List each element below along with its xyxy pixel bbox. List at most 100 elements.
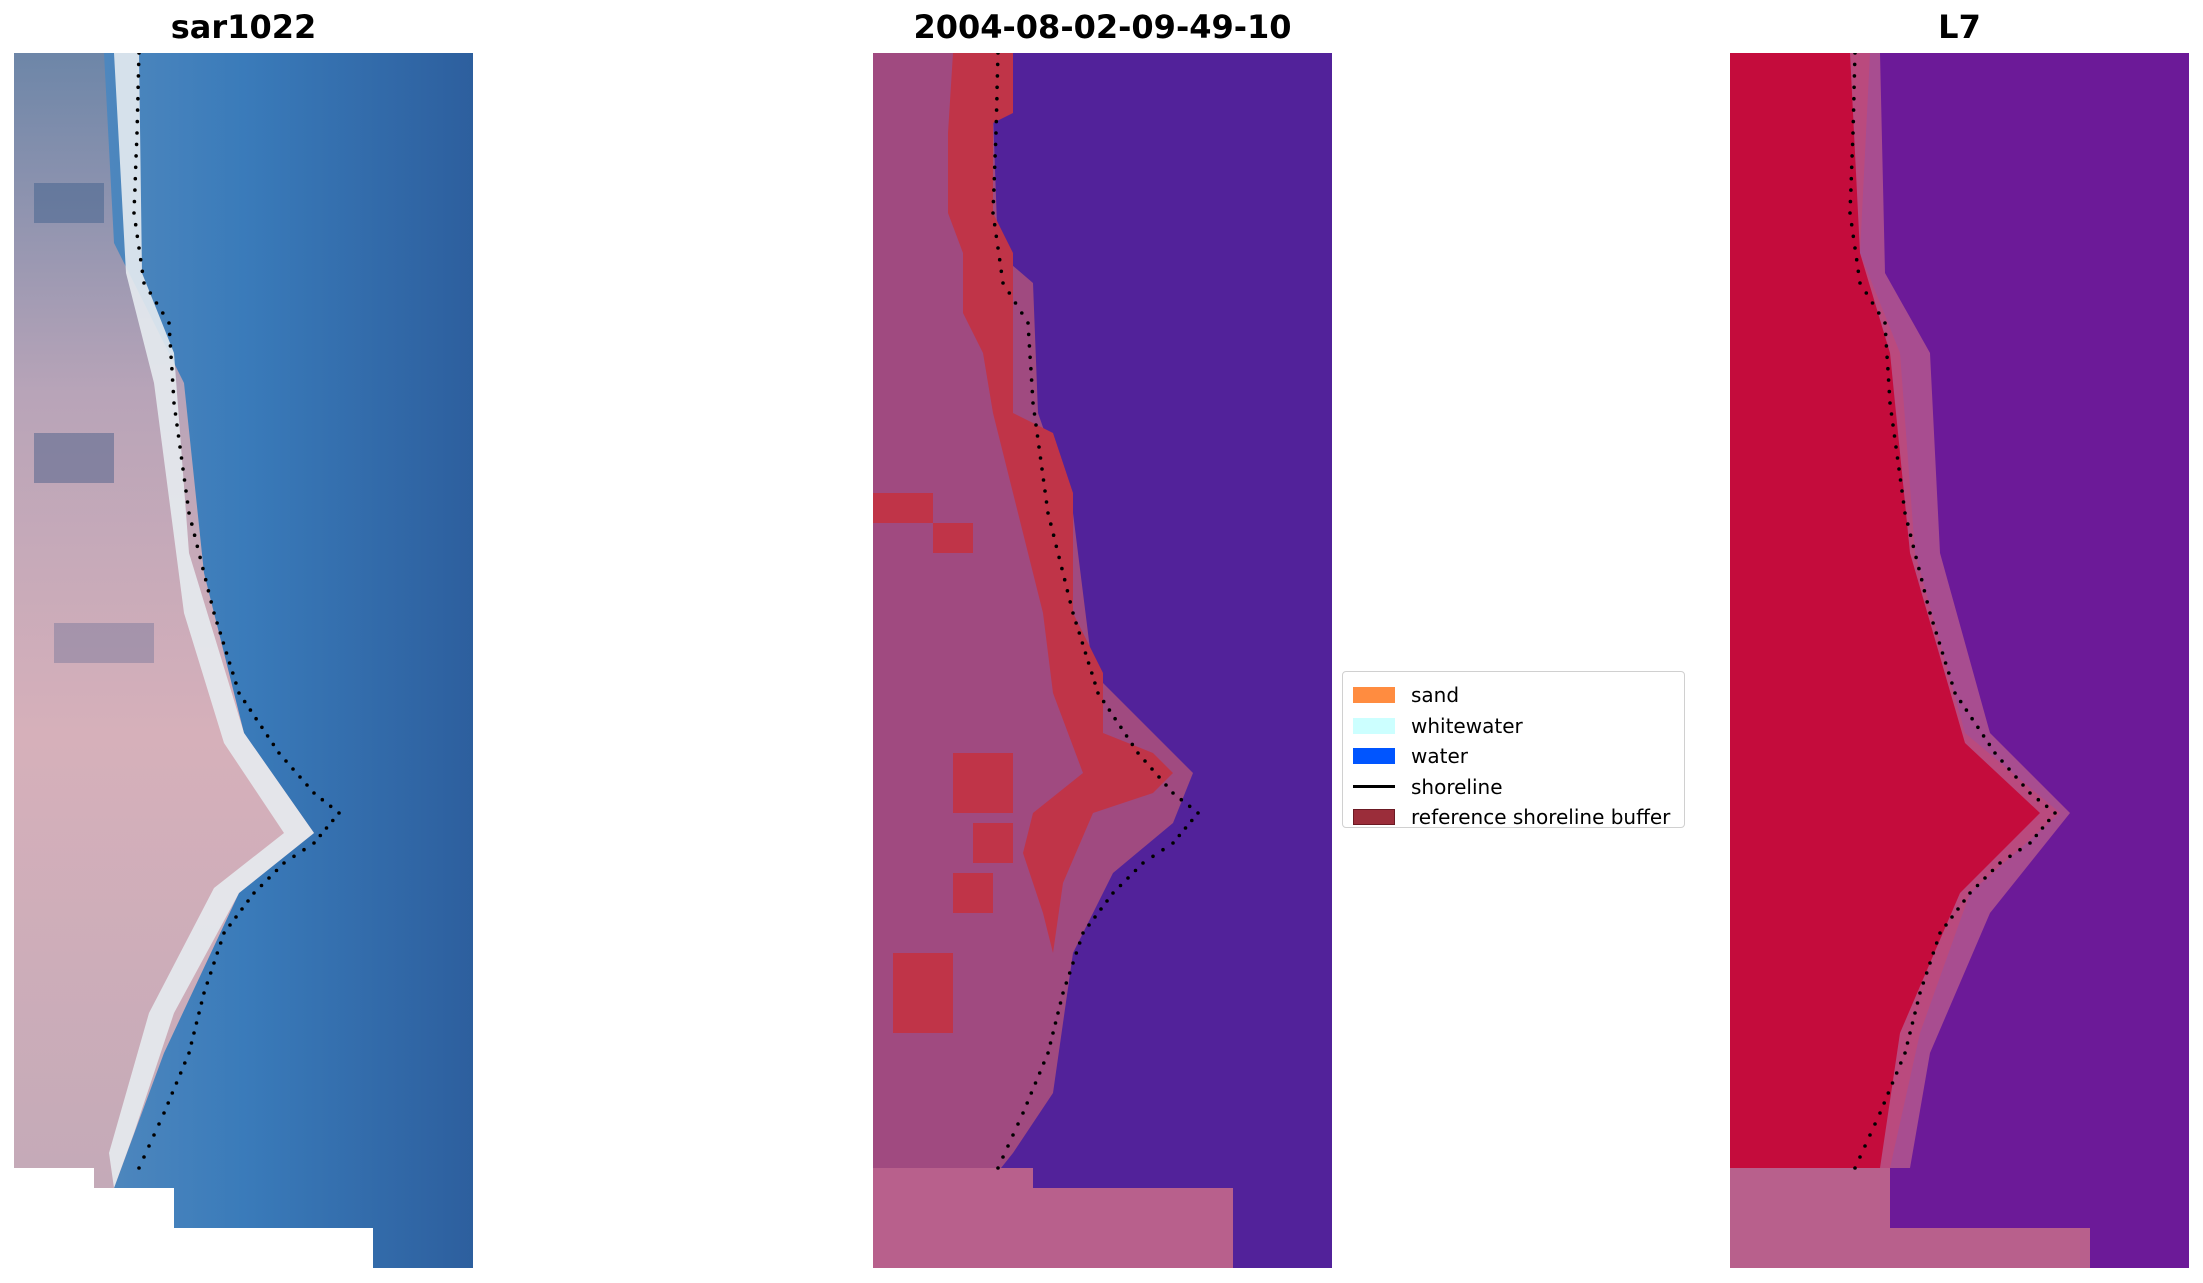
shoreline-dot	[254, 716, 258, 721]
shoreline-dot	[1990, 868, 1995, 873]
shoreline-dot	[1065, 589, 1070, 593]
shoreline-dot	[1043, 489, 1047, 493]
shoreline-dot	[175, 423, 179, 427]
shoreline-dot	[170, 378, 175, 382]
shoreline-dot	[267, 876, 271, 880]
shoreline-dot	[995, 96, 999, 101]
shoreline-dot	[1006, 1144, 1010, 1148]
shoreline-dot	[1101, 699, 1106, 704]
shoreline-dot	[1889, 412, 1894, 416]
sand-swatch	[1353, 687, 1395, 704]
shoreline-dot	[1906, 522, 1910, 526]
shoreline-dot	[1962, 899, 1966, 903]
shoreline-dot	[1025, 1101, 1029, 1105]
shoreline-dot	[173, 412, 178, 416]
shoreline-dot	[192, 1031, 196, 1035]
shoreline-dot	[1911, 544, 1916, 549]
shoreline-dot	[1136, 751, 1140, 755]
shoreline-dot	[1093, 681, 1097, 685]
shoreline-dot	[161, 311, 165, 315]
shoreline-dot	[1061, 991, 1065, 995]
shoreline-dot	[1987, 742, 1992, 747]
shoreline-dot	[1878, 1111, 1882, 1115]
shoreline-dot	[2028, 841, 2032, 845]
shoreline-dot	[1177, 833, 1182, 838]
shoreline-dot	[1868, 1133, 1872, 1137]
shoreline-dot	[2053, 811, 2057, 815]
legend-label-shoreline: shoreline	[1411, 774, 1503, 799]
shoreline-dot	[218, 631, 223, 635]
legend-item-whitewater: whitewater	[1353, 711, 1674, 742]
shoreline-dot	[178, 445, 182, 449]
shoreline-dot	[1196, 811, 1200, 815]
shoreline-dot	[1028, 355, 1032, 360]
shoreline-dot	[142, 281, 146, 285]
shoreline-dot	[1048, 1041, 1053, 1045]
shoreline-dot	[1950, 681, 1954, 685]
shoreline-dot	[1093, 915, 1097, 919]
shoreline-dot	[1037, 1071, 1042, 1075]
shoreline-dot	[1183, 826, 1188, 830]
shoreline-dot	[1894, 445, 1898, 449]
shoreline-dot	[171, 389, 176, 394]
shoreline-dot	[170, 366, 174, 371]
legend-item-shoreline: shoreline	[1353, 772, 1674, 803]
shoreline-dot	[192, 533, 197, 537]
shoreline-dot	[1030, 389, 1035, 394]
shoreline-dot	[187, 511, 191, 515]
shoreline-dot	[2047, 818, 2051, 823]
shoreline-dot	[994, 131, 998, 135]
shoreline-dot	[1111, 891, 1115, 895]
shoreline-dots	[991, 53, 1200, 1170]
shoreline-dot	[227, 661, 232, 665]
shoreline-dot	[1080, 641, 1085, 645]
shoreline-dot	[240, 907, 244, 911]
shoreline-dot	[185, 500, 190, 504]
shoreline-dot	[1029, 378, 1034, 382]
shoreline-dot	[999, 269, 1004, 274]
shoreline-dot	[992, 176, 997, 181]
shoreline-dot	[203, 577, 208, 582]
shoreline-dot	[992, 165, 997, 170]
shoreline-dot	[1090, 671, 1094, 675]
shoreline-dot	[234, 915, 238, 919]
shoreline-dot	[1883, 332, 1888, 337]
shoreline-dot	[1133, 868, 1138, 873]
shoreline-dot	[1848, 199, 1853, 204]
shoreline-dot	[1850, 142, 1855, 147]
shoreline-dot	[133, 165, 138, 170]
shoreline-dot	[224, 651, 229, 655]
shoreline-dot	[231, 671, 235, 675]
shoreline-dot	[1993, 751, 1997, 755]
shoreline-dot	[201, 566, 205, 571]
shoreline-dots	[132, 53, 341, 1170]
shoreline-dot	[198, 555, 202, 560]
shoreline-dot	[1849, 165, 1854, 170]
shoreline-dot	[1032, 412, 1037, 416]
shoreline-dot	[1074, 621, 1078, 625]
shoreline-dot	[190, 522, 194, 526]
shoreline-dot	[1161, 847, 1165, 852]
shoreline-dot	[1064, 981, 1069, 985]
shoreline-dot	[222, 931, 226, 935]
shoreline-dot	[252, 891, 256, 895]
shoreline-dot	[993, 142, 998, 147]
shoreline-dot	[1118, 883, 1123, 888]
shoreline-dot	[312, 841, 316, 845]
shoreline-dot	[994, 108, 999, 112]
shoreline-dot	[1851, 108, 1856, 112]
shoreline-dot	[136, 85, 140, 90]
shoreline-dot	[992, 222, 997, 227]
shoreline-dot	[995, 85, 999, 90]
shoreline-dot	[181, 467, 185, 471]
shoreline-dot	[184, 489, 188, 493]
shoreline-dot	[996, 1166, 1000, 1170]
shoreline-dot	[135, 234, 140, 239]
shoreline-dot	[1921, 981, 1926, 985]
shoreline-dot	[991, 211, 995, 215]
shoreline-dot	[1086, 661, 1091, 665]
shoreline-dot	[1924, 971, 1929, 975]
shoreline-dot	[199, 1001, 204, 1005]
shoreline-dot	[1044, 500, 1049, 504]
shoreline-dot	[1934, 941, 1939, 945]
